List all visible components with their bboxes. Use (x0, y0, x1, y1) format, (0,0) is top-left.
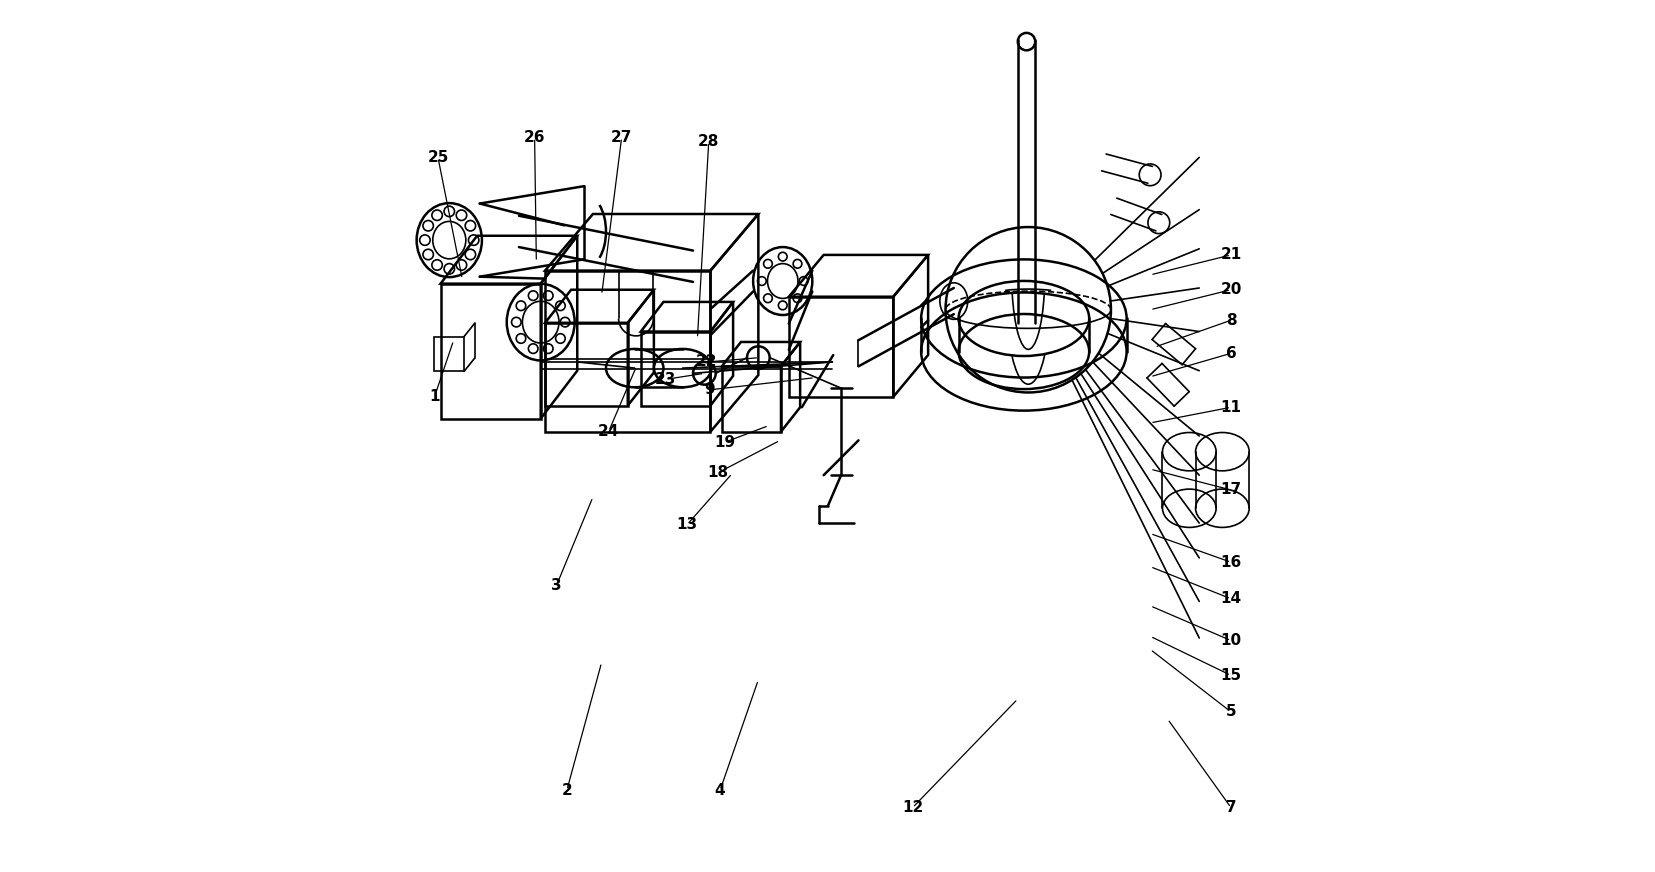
Text: 9: 9 (703, 382, 715, 398)
Text: 11: 11 (1220, 399, 1241, 415)
Text: 28: 28 (698, 134, 718, 149)
Text: 26: 26 (523, 130, 544, 145)
Text: 16: 16 (1220, 555, 1241, 569)
Text: 10: 10 (1220, 633, 1241, 648)
Text: 5: 5 (1225, 705, 1236, 719)
Text: 3: 3 (551, 578, 561, 593)
Text: 15: 15 (1220, 668, 1241, 683)
Text: 7: 7 (1225, 800, 1236, 815)
Text: 12: 12 (902, 800, 922, 815)
Text: 20: 20 (1220, 283, 1241, 297)
Text: 8: 8 (1225, 313, 1236, 328)
Text: 25: 25 (427, 150, 449, 165)
Text: 24: 24 (597, 424, 619, 439)
Text: 2: 2 (561, 783, 573, 798)
Text: 6: 6 (1225, 346, 1236, 361)
Text: 21: 21 (1220, 248, 1241, 262)
Text: 4: 4 (715, 783, 725, 798)
Text: 18: 18 (707, 465, 728, 480)
Text: 27: 27 (611, 130, 632, 145)
Text: 22: 22 (695, 355, 717, 370)
Text: 19: 19 (715, 434, 735, 450)
Text: 13: 13 (675, 517, 697, 532)
Text: 14: 14 (1220, 591, 1241, 606)
Text: 17: 17 (1220, 482, 1241, 498)
Text: 23: 23 (654, 372, 675, 387)
Text: 1: 1 (429, 389, 440, 405)
